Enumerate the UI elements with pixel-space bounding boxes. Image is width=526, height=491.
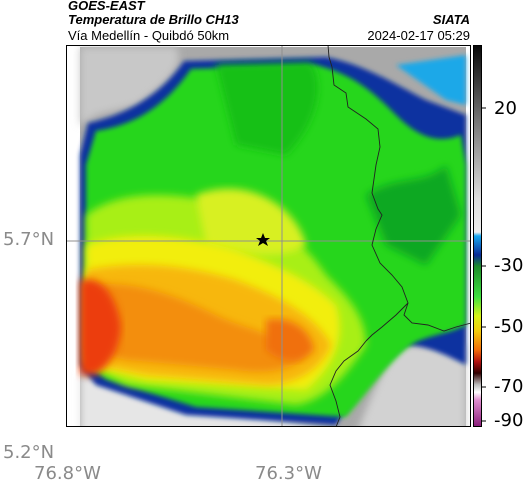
green-dark-n	[216, 63, 318, 155]
colorbar	[473, 45, 486, 427]
border-line-east	[327, 45, 471, 332]
lat-label-57: 5.7°N	[3, 229, 55, 250]
map-frame	[66, 45, 471, 427]
satellite-map	[66, 45, 471, 427]
colorbar-tick-20: 20	[494, 98, 517, 119]
colorbar-tick-m90: -90	[494, 410, 524, 431]
colorbar-tick-m30: -30	[494, 255, 524, 276]
border-line-connector	[365, 302, 409, 342]
colorbar-gradient	[473, 45, 482, 427]
yellowgreen-center	[196, 188, 306, 255]
location-star-icon	[256, 233, 270, 246]
lat-label-52: 5.2°N	[3, 442, 55, 463]
region-subtitle: Vía Medellín - Quibdó 50km	[68, 28, 230, 43]
lon-label-768: 76.8°W	[34, 463, 101, 484]
product-title: Temperatura de Brillo CH13	[68, 12, 239, 27]
cyan-ne	[396, 55, 466, 105]
gray-s	[80, 375, 315, 427]
org-label: SIATA	[432, 12, 470, 27]
gray-nw	[80, 47, 179, 125]
colorbar-tick-m50: -50	[494, 316, 524, 337]
red-west	[80, 279, 121, 375]
orange-dark-s	[266, 319, 314, 361]
satellite-title: GOES-EAST	[68, 0, 145, 13]
border-line-south	[329, 340, 367, 427]
timestamp-label: 2024-02-17 05:29	[367, 28, 470, 43]
lon-label-763: 76.3°W	[255, 463, 322, 484]
colorbar-tick-m70: -70	[494, 376, 524, 397]
orange	[86, 283, 306, 372]
green-dark-e	[366, 165, 461, 265]
